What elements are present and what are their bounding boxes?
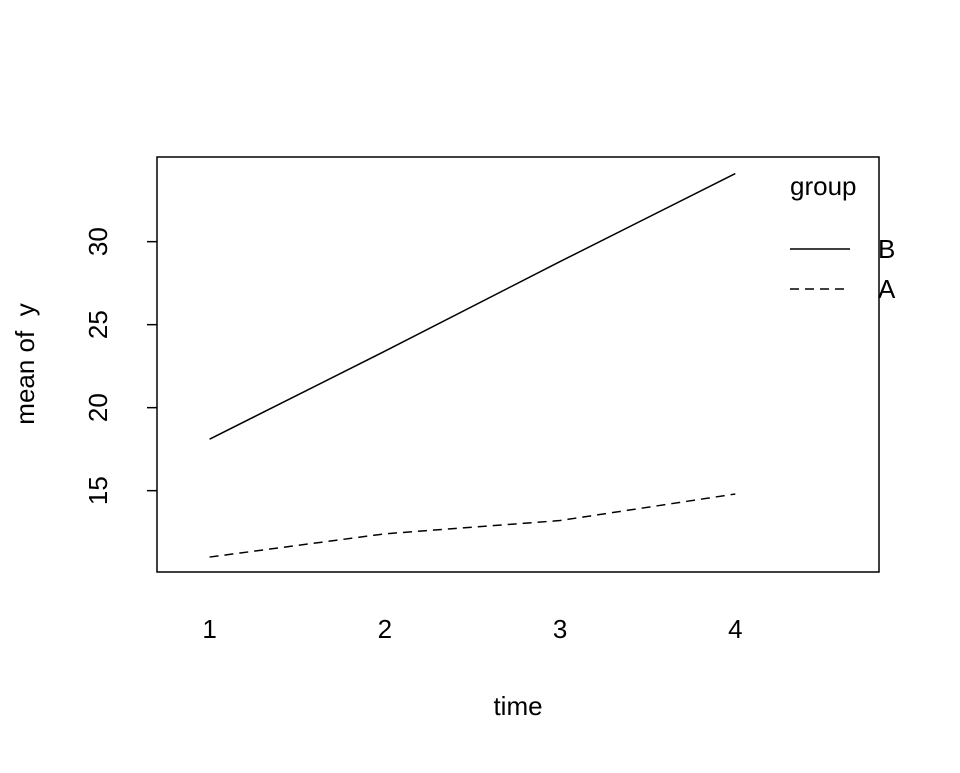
y-tick-label: 15 xyxy=(83,476,113,505)
series-line xyxy=(209,493,736,558)
y-tick-label: 25 xyxy=(83,310,113,339)
series-line xyxy=(209,172,736,440)
legend-title: group xyxy=(790,171,857,201)
x-tick-label: 4 xyxy=(728,614,742,644)
y-tick-label: 30 xyxy=(83,227,113,256)
x-tick-label: 1 xyxy=(202,614,216,644)
x-tick-label: 3 xyxy=(553,614,567,644)
y-tick-label: 20 xyxy=(83,393,113,422)
legend-label: A xyxy=(878,274,896,304)
y-axis-label: mean of y xyxy=(10,303,40,424)
x-axis-label: time xyxy=(493,691,542,721)
legend-label: B xyxy=(878,234,895,264)
plot-frame xyxy=(156,156,880,573)
x-tick-label: 2 xyxy=(378,614,392,644)
